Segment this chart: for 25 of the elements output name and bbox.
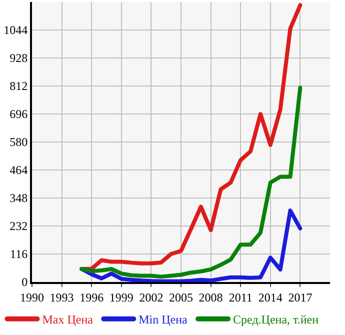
y-tick-label: 580 — [10, 135, 28, 150]
legend-label: Min Цена — [138, 312, 188, 327]
line-series — [80, 208, 302, 282]
y-tick-label: 812 — [10, 79, 28, 94]
x-tick-label: 1990 — [20, 290, 44, 304]
legend-label: Сред.Цена, т.йен — [233, 312, 320, 327]
y-tick-label: 1044 — [4, 23, 28, 38]
x-tick-label: 1996 — [80, 290, 104, 304]
x-tick-label: 2014 — [258, 290, 282, 304]
x-tick-label: 2005 — [169, 290, 193, 304]
y-tick-label: 696 — [10, 107, 28, 122]
x-tick-label: 1993 — [50, 290, 74, 304]
y-tick-label: 348 — [10, 191, 28, 206]
y-tick-label: 232 — [10, 219, 28, 234]
line-series — [80, 86, 302, 279]
y-tick-label: 464 — [10, 163, 28, 178]
y-tick-label: 0 — [22, 275, 28, 290]
y-tick-label: 928 — [10, 51, 28, 66]
x-tick-label: 2011 — [228, 290, 252, 304]
x-tick-label: 2002 — [139, 290, 164, 304]
x-tick-label: 2008 — [198, 290, 223, 304]
x-tick-label: 2017 — [288, 290, 312, 304]
y-tick-label: 116 — [10, 247, 28, 262]
x-tick-label: 1999 — [109, 290, 134, 304]
legend-label: Max Цена — [42, 312, 94, 327]
